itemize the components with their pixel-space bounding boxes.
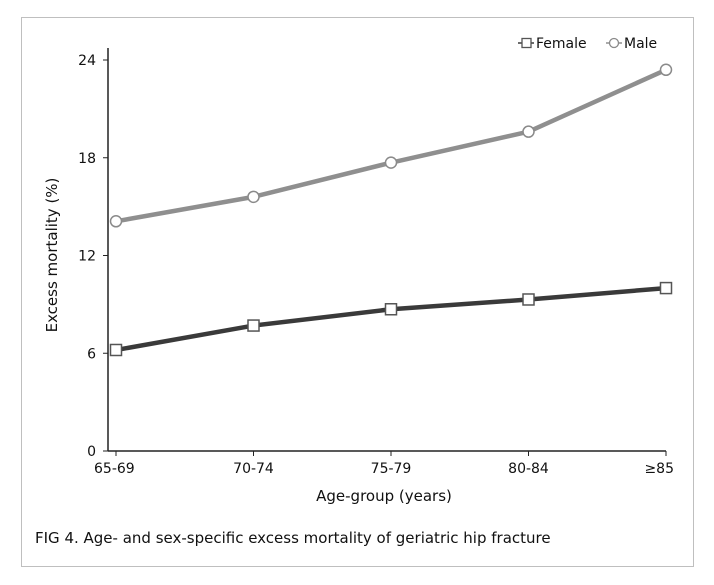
- legend-item-female: Female: [518, 36, 587, 52]
- data-point-female: [109, 343, 123, 357]
- x-tick-label: 80-84: [508, 461, 549, 477]
- data-point-male: [247, 190, 260, 204]
- data-point-male: [384, 156, 398, 169]
- x-tick-label: 75-79: [371, 461, 412, 477]
- data-point-male: [109, 215, 123, 228]
- x-tick-label: ≥85: [644, 461, 674, 477]
- data-point-female: [384, 303, 398, 316]
- series-layer: [109, 63, 673, 357]
- data-point-male: [522, 125, 535, 138]
- legend: Female Male: [518, 36, 657, 52]
- data-point-female: [522, 293, 535, 306]
- series-line-female: [115, 285, 667, 353]
- legend-label: Female: [536, 36, 587, 52]
- series-line-male: [115, 67, 667, 224]
- y-tick-label: 0: [87, 444, 96, 460]
- axes: 0 6 12 18 24 65-69 70-74 75-79 80-84 ≥85: [78, 48, 674, 477]
- x-tick-label: 70-74: [233, 461, 274, 477]
- legend-item-male: Male: [606, 36, 657, 52]
- legend-circle-marker: [608, 37, 620, 49]
- legend-square-marker: [521, 37, 532, 49]
- series-female: [109, 281, 673, 357]
- x-axis-title: Age-group (years): [316, 487, 452, 505]
- data-point-female: [247, 319, 260, 332]
- y-tick-label: 18: [78, 151, 96, 167]
- y-tick-label: 6: [87, 346, 96, 362]
- y-tick-label: 24: [78, 53, 96, 69]
- figure-caption: FIG 4. Age- and sex-specific excess mort…: [35, 529, 551, 547]
- series-male: [109, 63, 673, 228]
- x-tick-label: 65-69: [94, 461, 135, 477]
- legend-label: Male: [624, 36, 657, 52]
- y-axis-title: Excess mortality (%): [43, 178, 61, 333]
- data-point-female: [659, 281, 673, 295]
- y-tick-label: 12: [78, 249, 96, 265]
- data-point-male: [659, 63, 673, 77]
